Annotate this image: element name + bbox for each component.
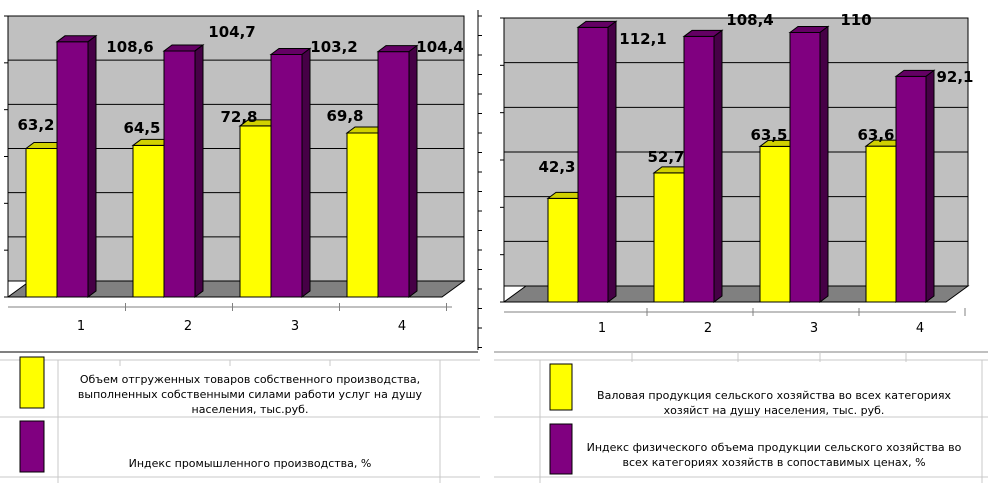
data-label: 103,2: [310, 38, 357, 56]
bar-side-face: [819, 25, 829, 303]
bar: [865, 145, 897, 303]
legend-swatch: [19, 420, 45, 473]
data-label: 112,1: [619, 30, 666, 48]
data-label: 110: [840, 11, 871, 29]
data-label: 52,7: [647, 148, 684, 166]
x-tick-label: 2: [184, 319, 192, 334]
chart-right: 1 2 3 4 42,3 52,7 63,5 63,6 112,1 108,4 110 92,1: [494, 11, 988, 483]
bar-side-face: [194, 43, 204, 298]
data-label: 42,3: [538, 158, 575, 176]
chart-panel-left: 1 2 3 4 63,2 64,5 72,8 69,8 108,6 104,7 103,2 104,4…: [0, 10, 482, 483]
legend-swatch: [549, 423, 573, 475]
bar: [346, 132, 379, 298]
bar: [759, 145, 791, 303]
data-label: 63,5: [750, 126, 787, 144]
data-label: 108,4: [726, 11, 773, 29]
x-tick-label: 3: [810, 321, 818, 336]
data-label: 64,5: [123, 119, 160, 137]
bar: [239, 125, 272, 298]
x-tick-label: 3: [291, 319, 299, 334]
bar-side-face: [87, 34, 97, 298]
bar: [25, 147, 58, 298]
data-label: 72,8: [220, 108, 257, 126]
x-tick-label: 4: [398, 319, 406, 334]
bar: [577, 26, 609, 303]
chart-left: 1 2 3 4 63,2 64,5 72,8 69,8 108,6 104,7 103,2 104,4: [0, 10, 482, 483]
bar: [132, 144, 165, 298]
bar: [270, 53, 303, 298]
data-label: 92,1: [936, 68, 973, 86]
bar: [163, 50, 196, 298]
data-label: 104,4: [416, 38, 463, 56]
x-tick-label: 1: [77, 319, 85, 334]
bar-side-face: [607, 20, 617, 303]
bar-side-face: [408, 44, 418, 298]
bar: [547, 197, 579, 303]
data-label: 63,2: [17, 116, 54, 134]
bar: [653, 172, 685, 303]
bar: [56, 41, 89, 298]
bar: [895, 75, 927, 303]
data-label: 108,6: [106, 38, 153, 56]
bar-side-face: [925, 69, 935, 303]
x-tick-label: 4: [916, 321, 924, 336]
chart-panel-right: 1 2 3 4 42,3 52,7 63,5 63,6 112,1 108,4 110 92,1 Ва…: [494, 0, 988, 483]
legend-text-right-1: Валовая продукция сельского хозяйства во…: [597, 389, 951, 417]
bar: [377, 51, 410, 298]
data-label: 104,7: [208, 23, 255, 41]
x-tick-label: 2: [704, 321, 712, 336]
legend-text-left-2: Индекс промышленного производства, %: [128, 457, 372, 470]
x-tick-label: 1: [598, 321, 606, 336]
legend-swatch: [19, 356, 45, 409]
bar: [683, 35, 715, 303]
data-label: 63,6: [857, 126, 894, 144]
data-label: 69,8: [326, 107, 363, 125]
bar-side-face: [301, 47, 311, 298]
legend-swatch: [549, 363, 573, 411]
bar: [789, 32, 821, 303]
legend-text-left-1: Объем отгруженных товаров собственного п…: [77, 373, 423, 416]
bar-side-face: [713, 29, 723, 303]
legend-text-right-2: Индекс физического объема продукции сель…: [586, 441, 962, 469]
